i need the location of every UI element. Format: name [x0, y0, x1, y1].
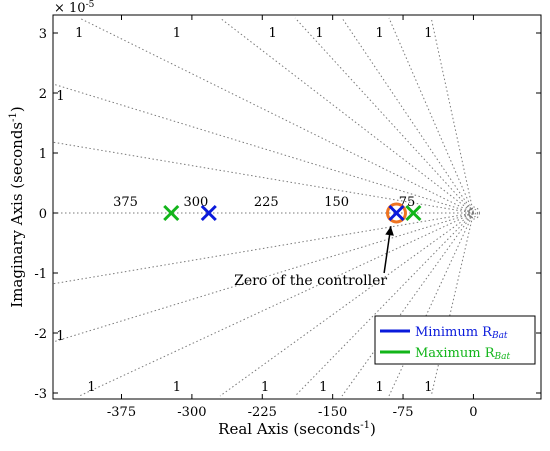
x-tick-label: -225 — [248, 405, 277, 420]
x-axis-label: Real Axis (seconds-1) — [218, 420, 376, 438]
damping-label: 1 — [375, 380, 383, 395]
grid-damping-ray-lower — [430, 212, 474, 397]
pole-x-stroke — [200, 204, 217, 222]
damping-label: 1 — [375, 26, 383, 41]
damping-label: 1 — [424, 26, 432, 41]
damping-label: 1 — [261, 380, 269, 395]
grid-wn-ring — [466, 206, 480, 220]
damping-label: 1 — [268, 26, 276, 41]
legend-box — [374, 315, 536, 365]
maximum-pole-marker — [405, 204, 422, 222]
legend-label-maximum: Maximum RBat — [415, 346, 510, 362]
x-tick-label: 0 — [469, 405, 477, 420]
x-tick-label: -75 — [393, 405, 414, 420]
damping-label: 1 — [75, 26, 83, 41]
damping-label: 1 — [315, 26, 323, 41]
annotation-label: Zero of the controller — [234, 273, 387, 289]
damping-label: 1 — [87, 380, 95, 395]
pole-x-stroke — [405, 204, 422, 222]
y-tick-label: 1 — [39, 147, 47, 162]
annotation-arrow-head — [385, 226, 394, 236]
grid-damping-ray-lower — [388, 212, 474, 397]
wn-label: 225 — [254, 195, 279, 210]
x-tick-label: -150 — [318, 405, 347, 420]
grid-damping-ray-lower — [79, 212, 474, 397]
plot-frame — [52, 14, 542, 400]
y-tick-label: 2 — [39, 87, 47, 102]
grid-damping-ray-upper — [388, 17, 474, 214]
grid-damping-ray-lower — [52, 212, 474, 343]
damping-label: 1 — [319, 380, 327, 395]
grid-damping-ray-lower — [219, 212, 474, 397]
pole-x-stroke — [163, 204, 180, 222]
x-tick-label: -375 — [107, 405, 136, 420]
damping-label: 1 — [56, 89, 64, 104]
legend-label-minimum: Minimum RBat — [415, 325, 508, 341]
minimum-pole-marker — [388, 204, 405, 222]
grid-damping-ray-upper — [430, 17, 474, 214]
grid-damping-ray-upper — [79, 17, 474, 214]
controller-zero-marker — [385, 202, 407, 224]
grid-damping-ray-upper — [294, 17, 474, 214]
grid-damping-ray-upper — [52, 141, 474, 214]
maximum-pole-marker — [163, 204, 180, 222]
grid-damping-ray-lower — [52, 212, 474, 285]
mark-layer: Zero of the controller — [163, 202, 422, 289]
damping-label: 1 — [56, 329, 64, 344]
wn-label: 375 — [113, 195, 138, 210]
pole-x-stroke — [388, 204, 405, 222]
grid-damping-ray-lower — [294, 212, 474, 397]
grid-damping-ray-upper — [341, 17, 474, 214]
damping-label: 1 — [173, 380, 181, 395]
legend: Minimum RBat Maximum RBat — [374, 315, 536, 365]
y-tick-label: -1 — [34, 267, 47, 282]
damping-label: 1 — [424, 380, 432, 395]
y-tick-label: 0 — [39, 207, 47, 222]
x-tick-label: -300 — [177, 405, 206, 420]
y-axis-label: Imaginary Axis (seconds-1) — [8, 106, 26, 308]
y-tick-label: -3 — [34, 387, 47, 402]
damping-label: 1 — [173, 26, 181, 41]
y-tick-label: -2 — [34, 327, 47, 342]
grid-damping-ray-upper — [219, 17, 474, 214]
grid-damping-ray-lower — [341, 212, 474, 397]
grid-wn-ring — [470, 210, 476, 216]
wn-label: 150 — [324, 195, 349, 210]
y-tick-label: 3 — [39, 27, 47, 42]
y-exponent-label: × 10-5 — [54, 0, 95, 16]
grid-damping-ray-upper — [52, 83, 474, 214]
grid-wn-ring — [468, 208, 478, 218]
minimum-pole-marker — [200, 204, 217, 222]
